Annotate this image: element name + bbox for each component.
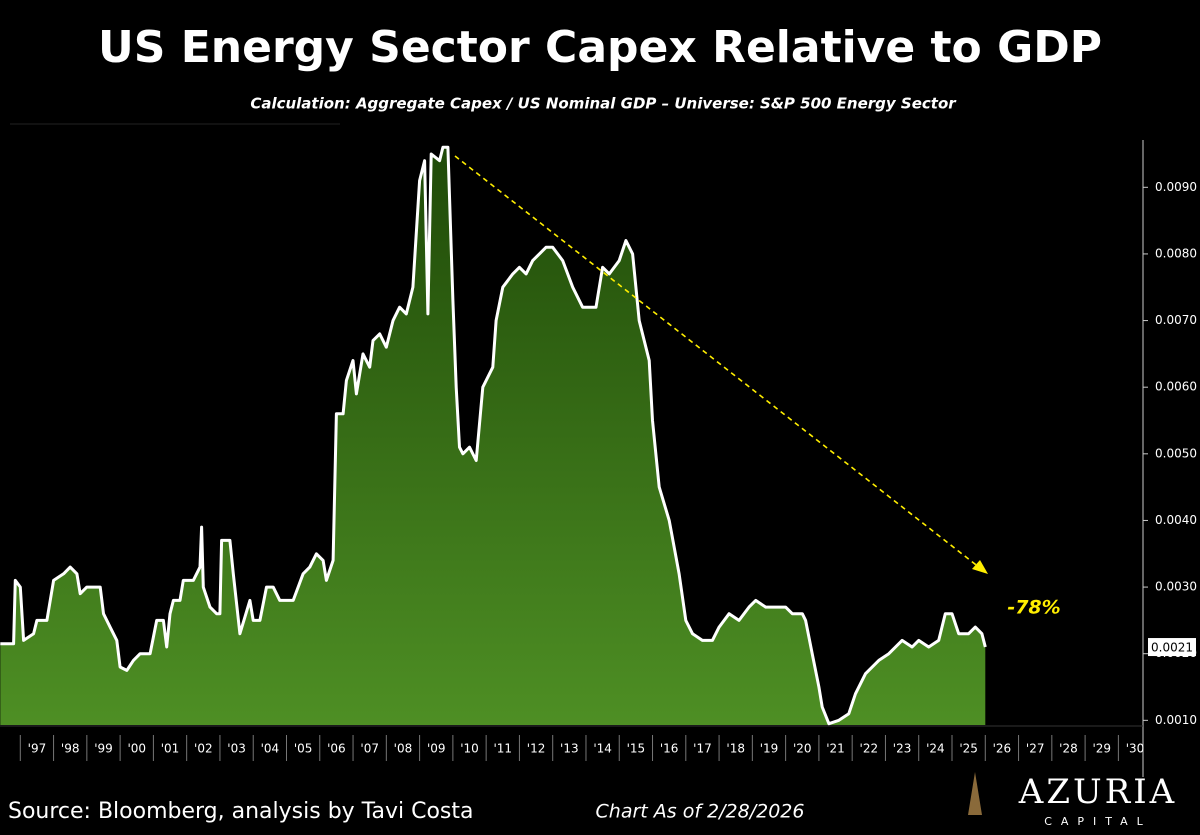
- annotation: -78%: [1007, 597, 1060, 619]
- brand-name: AZURIA: [1018, 772, 1177, 812]
- x-tick-label: '25: [959, 742, 978, 756]
- area: [0, 147, 986, 726]
- y-tick-label: 0.0030: [1155, 580, 1197, 594]
- x-tick-label: '00: [127, 742, 146, 756]
- x-tick-label: '17: [693, 742, 712, 756]
- x-tick-label: '01: [161, 742, 180, 756]
- logo-icon: [968, 772, 982, 815]
- x-tick-label: '10: [460, 742, 479, 756]
- x-tick-label: '04: [261, 742, 280, 756]
- y-tick-label: 0.0080: [1155, 246, 1197, 260]
- x-tick-label: '26: [993, 742, 1012, 756]
- y-tick-label: 0.0090: [1155, 180, 1197, 194]
- x-tick-label: '03: [227, 742, 246, 756]
- logo: AZURIA CAPITAL: [968, 772, 1177, 828]
- x-tick-label: '19: [760, 742, 779, 756]
- as-of-note: Chart As of 2/28/2026: [596, 801, 805, 823]
- x-tick-label: '08: [394, 742, 413, 756]
- current-value-label: 0.0021: [1151, 641, 1193, 655]
- trend-arrow: [454, 155, 981, 569]
- x-tick-label: '27: [1026, 742, 1045, 756]
- x-tick-label: '18: [726, 742, 745, 756]
- x-tick-label: '97: [28, 742, 47, 756]
- x-tick-label: '28: [1059, 742, 1078, 756]
- x-tick-label: '05: [294, 742, 313, 756]
- x-tick-label: '29: [1092, 742, 1111, 756]
- x-tick-label: '15: [627, 742, 646, 756]
- x-tick-label: '09: [427, 742, 446, 756]
- source-note: Source: Bloomberg, analysis by Tavi Cost…: [8, 799, 473, 824]
- current-value-box: [1148, 638, 1196, 657]
- y-tick-label: 0.0050: [1155, 446, 1197, 460]
- x-tick-label: '22: [860, 742, 879, 756]
- chart-subtitle: Calculation: Aggregate Capex / US Nomina…: [250, 95, 957, 113]
- x-tick-label: '11: [493, 742, 512, 756]
- y-tick-label: 0.0040: [1155, 513, 1197, 527]
- x-tick-label: '99: [94, 742, 113, 756]
- arrow-head: [972, 560, 988, 574]
- y-tick-label: 0.0070: [1155, 313, 1197, 327]
- x-tick-label: '24: [926, 742, 945, 756]
- x-tick-label: '23: [893, 742, 912, 756]
- brand-sub: CAPITAL: [1044, 815, 1152, 828]
- x-tick-label: '30: [1126, 742, 1145, 756]
- y-tick-label: 0.0060: [1155, 380, 1197, 394]
- x-tick-label: '06: [327, 742, 346, 756]
- x-tick-label: '14: [593, 742, 612, 756]
- x-tick-label: '07: [360, 742, 379, 756]
- x-tick-label: '21: [826, 742, 845, 756]
- x-tick-label: '12: [527, 742, 546, 756]
- x-tick-label: '13: [560, 742, 579, 756]
- y-tick-label: 0.0010: [1155, 713, 1197, 727]
- x-tick-label: '16: [660, 742, 679, 756]
- x-tick-label: '02: [194, 742, 213, 756]
- chart-title: US Energy Sector Capex Relative to GDP: [98, 22, 1102, 73]
- x-tick-label: '98: [61, 742, 80, 756]
- line: [0, 145, 987, 726]
- x-tick-label: '20: [793, 742, 812, 756]
